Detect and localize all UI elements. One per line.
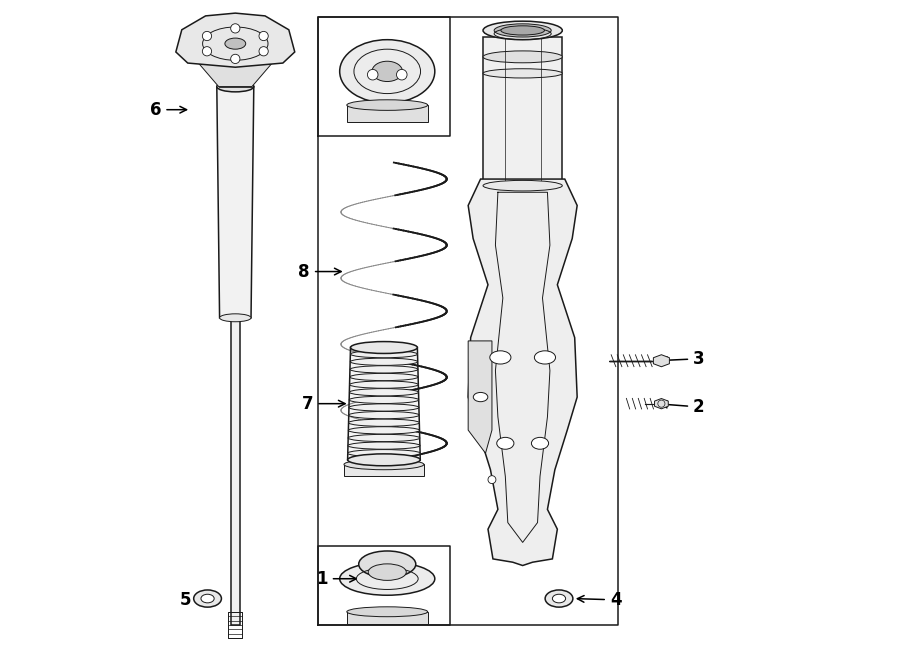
FancyBboxPatch shape [346,105,428,122]
Polygon shape [653,355,670,367]
Ellipse shape [545,590,573,607]
Text: 4: 4 [578,591,622,609]
Ellipse shape [194,590,221,607]
Text: 8: 8 [299,263,341,281]
Circle shape [259,31,268,40]
Ellipse shape [347,454,420,466]
Ellipse shape [347,442,420,449]
Ellipse shape [350,350,418,357]
Ellipse shape [501,26,544,35]
Ellipse shape [344,459,424,470]
Polygon shape [194,58,277,87]
Text: 2: 2 [661,398,705,416]
Ellipse shape [483,69,562,78]
Ellipse shape [350,365,418,373]
Ellipse shape [350,373,418,381]
Ellipse shape [339,562,435,595]
Circle shape [367,70,378,80]
Ellipse shape [490,351,511,364]
Circle shape [230,54,240,64]
Polygon shape [468,179,577,565]
Polygon shape [217,87,254,318]
Ellipse shape [347,449,420,457]
Ellipse shape [350,342,418,354]
Ellipse shape [473,393,488,402]
Ellipse shape [359,551,416,577]
Ellipse shape [483,51,562,63]
Text: 6: 6 [149,101,186,118]
Ellipse shape [497,438,514,449]
Ellipse shape [349,381,418,388]
Polygon shape [176,13,295,68]
Ellipse shape [531,438,549,449]
Circle shape [202,46,211,56]
Polygon shape [654,399,669,409]
Ellipse shape [535,351,555,364]
Ellipse shape [346,100,428,111]
Ellipse shape [494,24,551,37]
Ellipse shape [217,81,254,92]
Ellipse shape [349,397,418,404]
Ellipse shape [348,412,419,419]
Text: 7: 7 [302,395,345,412]
Circle shape [488,476,496,484]
Ellipse shape [220,314,251,322]
Text: 3: 3 [661,350,705,368]
Circle shape [202,31,211,40]
Ellipse shape [349,404,418,411]
Ellipse shape [553,594,565,603]
FancyBboxPatch shape [346,612,428,624]
Ellipse shape [225,38,246,49]
Polygon shape [468,341,492,453]
Ellipse shape [339,40,435,103]
Circle shape [397,70,407,80]
Ellipse shape [346,607,428,617]
Ellipse shape [368,564,406,581]
Text: 5: 5 [179,591,217,609]
Polygon shape [483,37,562,185]
Ellipse shape [201,594,214,603]
Ellipse shape [348,434,419,442]
Ellipse shape [350,358,418,365]
Ellipse shape [483,21,562,40]
Circle shape [230,24,240,33]
Ellipse shape [349,389,418,396]
FancyBboxPatch shape [344,465,424,477]
Ellipse shape [372,61,402,81]
Ellipse shape [348,427,419,434]
Ellipse shape [483,180,562,191]
Text: 1: 1 [316,570,356,588]
Circle shape [259,46,268,56]
Ellipse shape [348,419,419,426]
Polygon shape [230,318,240,625]
Polygon shape [347,348,420,460]
